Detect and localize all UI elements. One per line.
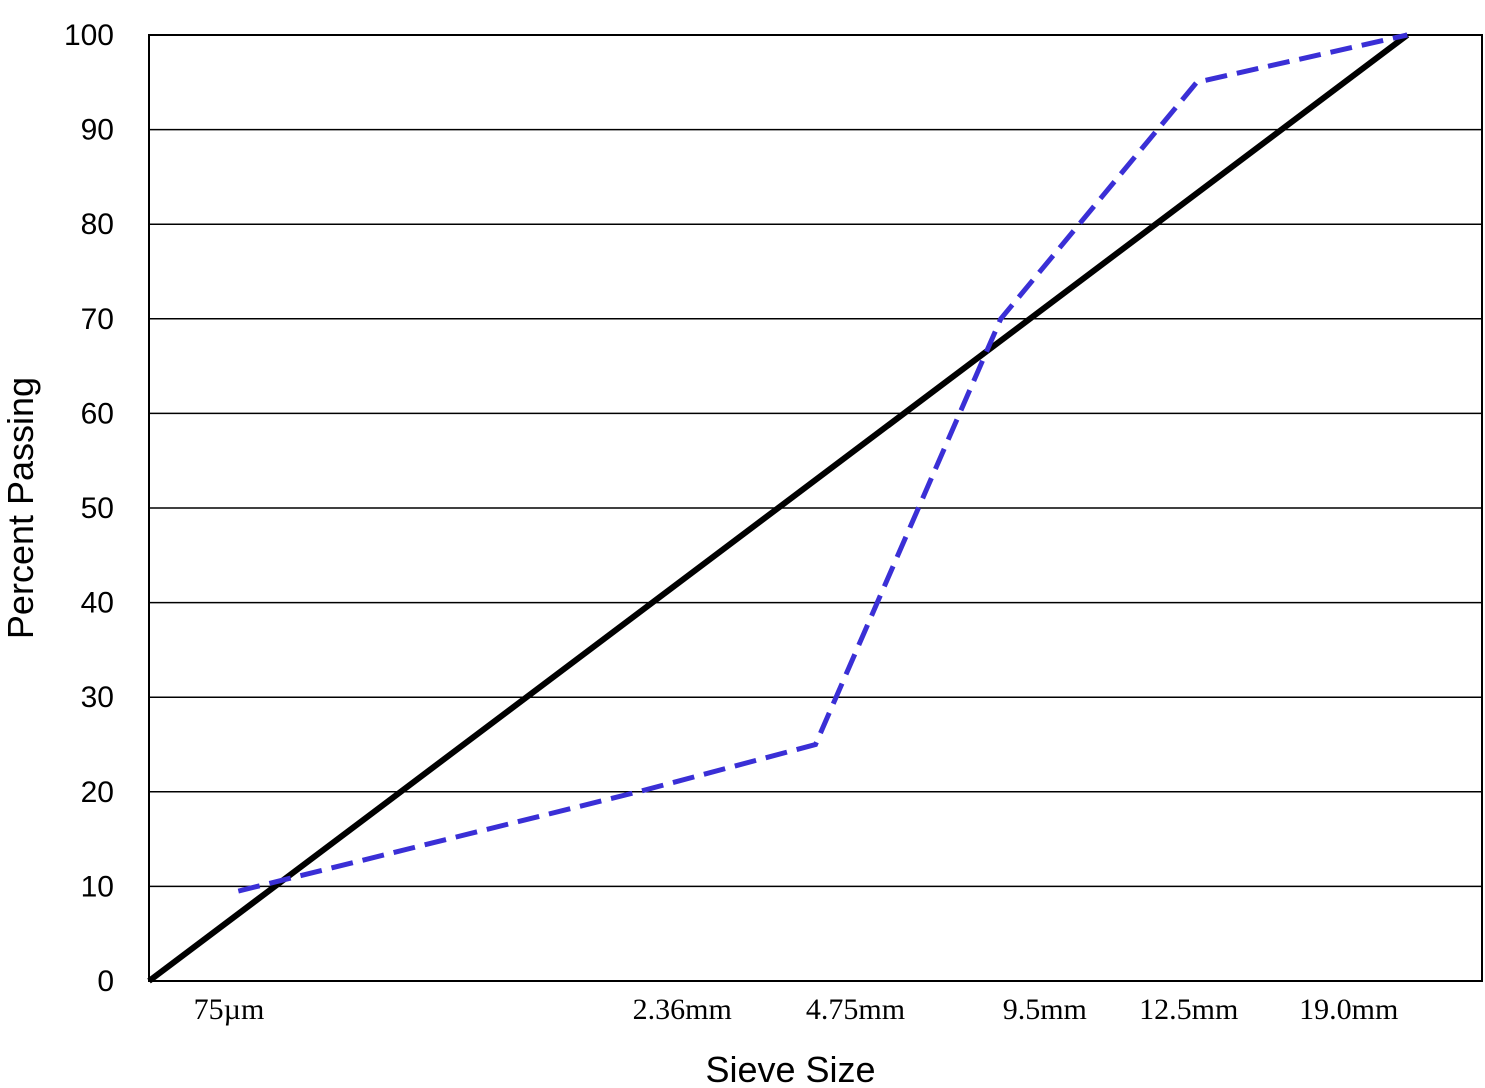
x-tick-label: 12.5mm bbox=[1139, 993, 1238, 1026]
x-axis-title: Sieve Size bbox=[705, 1049, 875, 1088]
x-axis-tick-labels: 75µm 2.36mm 4.75mm 9.5mm 12.5mm 19.0mm bbox=[194, 993, 1399, 1026]
x-tick-label: 75µm bbox=[194, 993, 265, 1026]
y-tick-label: 50 bbox=[81, 492, 114, 525]
y-tick-label: 60 bbox=[81, 397, 114, 430]
x-tick-label: 4.75mm bbox=[806, 993, 905, 1026]
y-tick-label: 0 bbox=[97, 965, 114, 998]
y-tick-label: 70 bbox=[81, 303, 114, 336]
y-axis-tick-labels: 0 10 20 30 40 50 60 70 80 90 100 bbox=[64, 19, 114, 998]
y-tick-label: 20 bbox=[81, 776, 114, 809]
series-layer bbox=[147, 32, 1410, 984]
y-tick-label: 40 bbox=[81, 587, 114, 620]
x-tick-label: 9.5mm bbox=[1003, 993, 1087, 1026]
y-tick-label: 90 bbox=[81, 114, 114, 147]
series-line-solid bbox=[147, 32, 1410, 984]
plot-area-frame bbox=[148, 34, 1483, 982]
y-tick-label: 10 bbox=[81, 870, 114, 903]
y-tick-label: 80 bbox=[81, 208, 114, 241]
grid-lines bbox=[149, 34, 1482, 982]
y-tick-label: 30 bbox=[81, 681, 114, 714]
y-tick-label: 100 bbox=[64, 19, 114, 52]
x-tick-label: 2.36mm bbox=[633, 993, 732, 1026]
x-tick-label: 19.0mm bbox=[1299, 993, 1398, 1026]
y-axis-title: Percent Passing bbox=[0, 377, 41, 639]
